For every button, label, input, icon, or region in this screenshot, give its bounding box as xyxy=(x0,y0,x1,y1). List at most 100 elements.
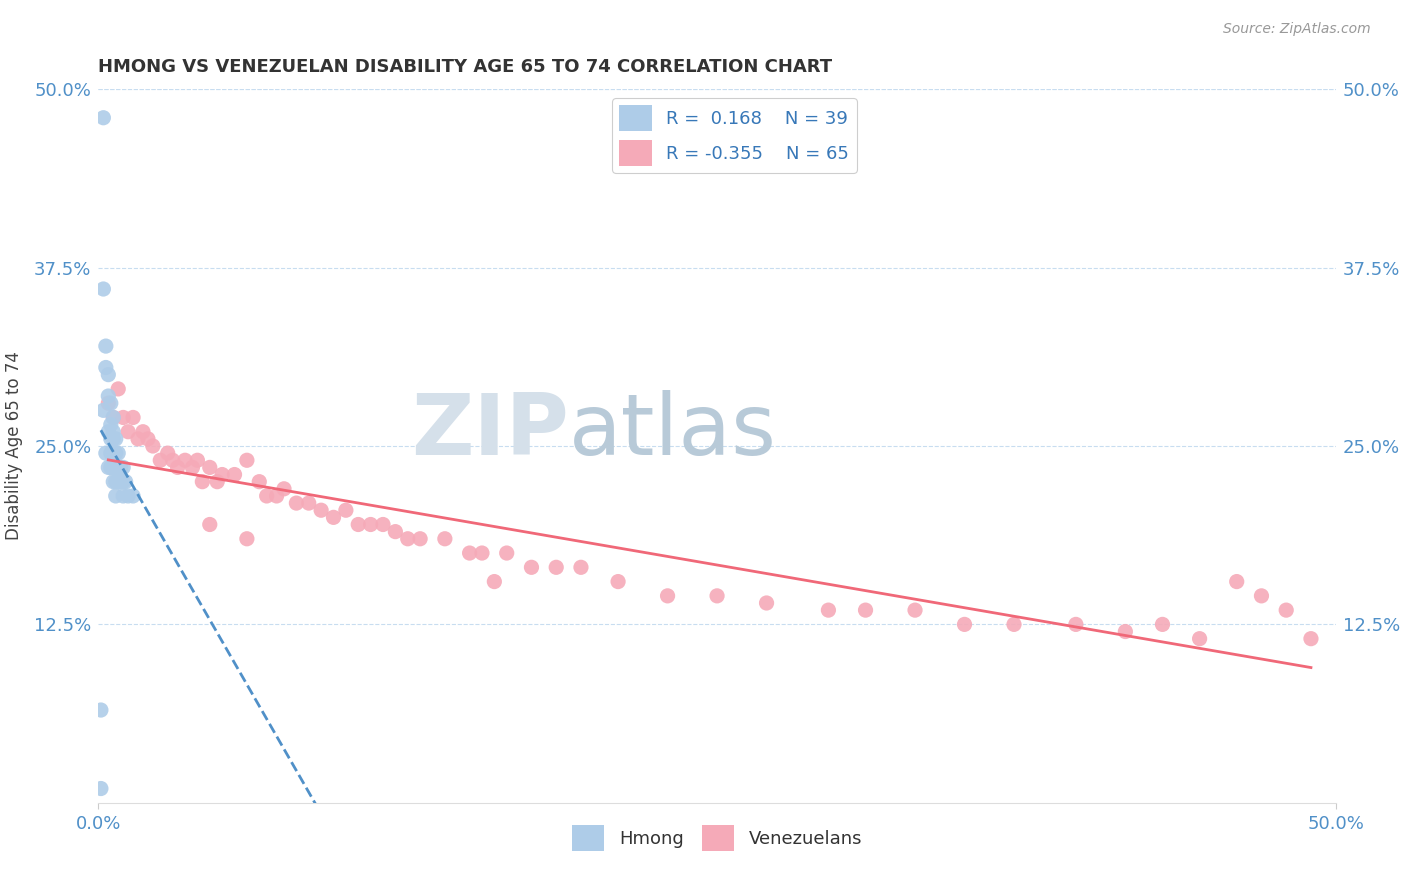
Point xyxy=(107,382,129,396)
Point xyxy=(104,460,127,475)
Point xyxy=(371,517,394,532)
Point xyxy=(117,489,139,503)
Point xyxy=(100,446,122,460)
Point xyxy=(162,453,184,467)
Point xyxy=(224,467,246,482)
Point xyxy=(309,503,332,517)
Point xyxy=(93,282,115,296)
Point xyxy=(1250,589,1272,603)
Point xyxy=(174,453,197,467)
Point xyxy=(181,460,204,475)
Point xyxy=(104,432,127,446)
Point xyxy=(94,339,117,353)
Point xyxy=(112,475,135,489)
Point xyxy=(103,410,125,425)
Point xyxy=(93,111,115,125)
Point xyxy=(1299,632,1322,646)
Point xyxy=(110,475,132,489)
Point xyxy=(1002,617,1025,632)
Point xyxy=(122,489,145,503)
Point xyxy=(1152,617,1174,632)
Point xyxy=(94,360,117,375)
Point xyxy=(104,446,127,460)
Point xyxy=(112,489,135,503)
Point xyxy=(458,546,481,560)
Point xyxy=(132,425,155,439)
Y-axis label: Disability Age 65 to 74: Disability Age 65 to 74 xyxy=(6,351,22,541)
Point xyxy=(953,617,976,632)
Point xyxy=(104,489,127,503)
Point xyxy=(198,460,221,475)
Text: ZIP: ZIP xyxy=(411,390,568,474)
Point xyxy=(1188,632,1211,646)
Point xyxy=(256,489,278,503)
Point xyxy=(104,475,127,489)
Point xyxy=(122,410,145,425)
Point xyxy=(706,589,728,603)
Point xyxy=(817,603,839,617)
Point xyxy=(855,603,877,617)
Point xyxy=(186,453,208,467)
Point xyxy=(97,460,120,475)
Point xyxy=(93,403,115,417)
Text: HMONG VS VENEZUELAN DISABILITY AGE 65 TO 74 CORRELATION CHART: HMONG VS VENEZUELAN DISABILITY AGE 65 TO… xyxy=(98,58,832,76)
Point xyxy=(607,574,630,589)
Point xyxy=(103,460,125,475)
Point xyxy=(110,460,132,475)
Point xyxy=(117,425,139,439)
Point xyxy=(103,475,125,489)
Point xyxy=(1275,603,1298,617)
Point xyxy=(97,425,120,439)
Point xyxy=(112,460,135,475)
Point xyxy=(285,496,308,510)
Point xyxy=(100,460,122,475)
Point xyxy=(90,703,112,717)
Point xyxy=(495,546,517,560)
Point xyxy=(97,389,120,403)
Point xyxy=(100,417,122,432)
Point xyxy=(904,603,927,617)
Text: Source: ZipAtlas.com: Source: ZipAtlas.com xyxy=(1223,22,1371,37)
Point xyxy=(107,460,129,475)
Point xyxy=(569,560,592,574)
Point xyxy=(273,482,295,496)
Point xyxy=(322,510,344,524)
Point xyxy=(384,524,406,539)
Point xyxy=(156,446,179,460)
Point xyxy=(211,467,233,482)
Point xyxy=(409,532,432,546)
Point xyxy=(100,432,122,446)
Point xyxy=(166,460,188,475)
Point xyxy=(247,475,270,489)
Point xyxy=(433,532,456,546)
Point xyxy=(149,453,172,467)
Point xyxy=(103,425,125,439)
Point xyxy=(90,781,112,796)
Point xyxy=(142,439,165,453)
Point xyxy=(347,517,370,532)
Point xyxy=(1064,617,1087,632)
Point xyxy=(112,410,135,425)
Point xyxy=(198,517,221,532)
Point xyxy=(107,475,129,489)
Point xyxy=(266,489,288,503)
Point xyxy=(520,560,543,574)
Point xyxy=(103,432,125,446)
Point xyxy=(546,560,568,574)
Point xyxy=(755,596,778,610)
Legend: Hmong, Venezuelans: Hmong, Venezuelans xyxy=(565,818,869,858)
Point xyxy=(298,496,321,510)
Point xyxy=(107,446,129,460)
Point xyxy=(114,475,136,489)
Point xyxy=(471,546,494,560)
Point xyxy=(103,410,125,425)
Point xyxy=(335,503,357,517)
Point xyxy=(484,574,506,589)
Point xyxy=(136,432,159,446)
Point xyxy=(97,396,120,410)
Text: atlas: atlas xyxy=(568,390,776,474)
Point xyxy=(396,532,419,546)
Point xyxy=(360,517,382,532)
Point xyxy=(657,589,679,603)
Point xyxy=(236,453,259,467)
